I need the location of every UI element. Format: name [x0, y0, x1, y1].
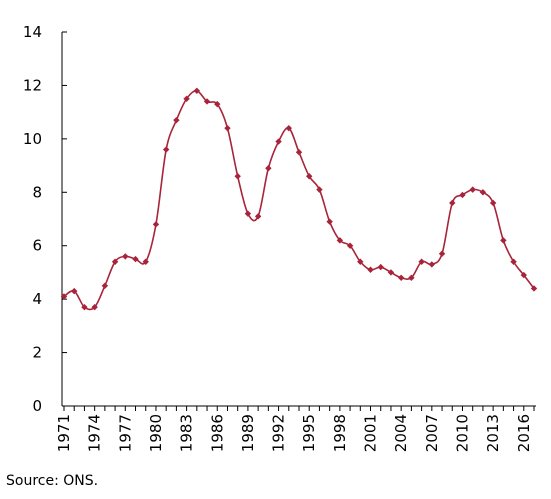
data-point	[295, 149, 303, 156]
data-point	[510, 258, 517, 265]
data-point	[357, 258, 364, 265]
x-tick-label: 2016	[515, 414, 533, 452]
x-tick-label: 1980	[147, 414, 165, 452]
data-point	[346, 242, 354, 249]
x-tick-label: 2013	[484, 414, 502, 452]
x-tick-label: 1974	[86, 414, 104, 452]
data-point	[91, 303, 98, 311]
data-point	[81, 303, 88, 311]
source-note: Source: ONS.	[6, 473, 99, 489]
y-tick-label: 12	[23, 76, 42, 94]
data-point	[438, 250, 446, 257]
data-point	[265, 165, 272, 172]
data-point	[459, 191, 466, 199]
x-tick-label: 2007	[423, 414, 441, 452]
x-tick-label: 1977	[116, 414, 134, 452]
data-point	[326, 218, 333, 225]
data-point	[254, 213, 262, 220]
x-tick-label: 1986	[208, 414, 226, 452]
data-point	[162, 146, 170, 153]
data-point	[60, 293, 68, 300]
x-tick-label: 2001	[362, 414, 380, 452]
y-tick-label: 14	[23, 23, 42, 41]
data-point	[122, 253, 129, 260]
y-tick-label: 10	[23, 130, 42, 148]
x-tick-label: 1995	[300, 414, 318, 452]
data-point	[101, 282, 109, 289]
x-tick-label: 1998	[331, 414, 349, 452]
x-tick-label: 2010	[453, 414, 471, 452]
data-point	[111, 258, 119, 265]
data-point	[244, 210, 252, 217]
data-point	[367, 266, 374, 273]
series-line	[60, 87, 538, 311]
x-tick-label: 1992	[270, 414, 288, 452]
data-point	[408, 274, 415, 281]
data-point	[449, 199, 456, 207]
data-point	[479, 189, 487, 196]
y-tick-label: 4	[32, 290, 42, 308]
y-tick-label: 0	[32, 397, 42, 415]
data-point	[428, 261, 436, 268]
data-point	[142, 258, 149, 265]
data-point	[234, 173, 241, 180]
data-point	[530, 285, 538, 292]
data-point	[173, 116, 180, 124]
data-point	[224, 124, 231, 132]
y-axis: 0 2 4 6 8 10 12 14	[23, 23, 67, 415]
data-point	[183, 95, 190, 102]
x-tick-label: 1989	[239, 414, 257, 452]
y-tick-label: 6	[32, 237, 42, 255]
data-point	[71, 287, 78, 295]
data-point	[469, 186, 476, 193]
data-point	[193, 87, 201, 94]
data-point	[152, 221, 160, 228]
x-axis: 1971 1974 1977 1980 1983 1986 1989 1992 1995 1998…	[55, 405, 536, 452]
data-point	[418, 258, 425, 265]
data-point	[285, 124, 292, 132]
data-point	[275, 138, 282, 145]
data-point	[489, 199, 497, 207]
x-tick-label: 1971	[55, 414, 73, 452]
data-point	[203, 98, 211, 105]
y-tick-label: 8	[32, 183, 42, 201]
x-tick-label: 1983	[178, 414, 196, 452]
data-point	[387, 269, 395, 276]
data-point	[520, 271, 527, 279]
series-path	[63, 89, 535, 311]
data-point	[306, 173, 313, 180]
data-point	[336, 237, 344, 244]
x-tick-label: 2004	[392, 414, 410, 452]
data-point	[377, 263, 384, 271]
data-point	[397, 274, 405, 281]
y-tick-label: 2	[32, 344, 42, 362]
data-point	[132, 255, 139, 263]
data-point	[214, 100, 221, 108]
data-point	[316, 186, 323, 193]
data-point	[500, 237, 507, 244]
